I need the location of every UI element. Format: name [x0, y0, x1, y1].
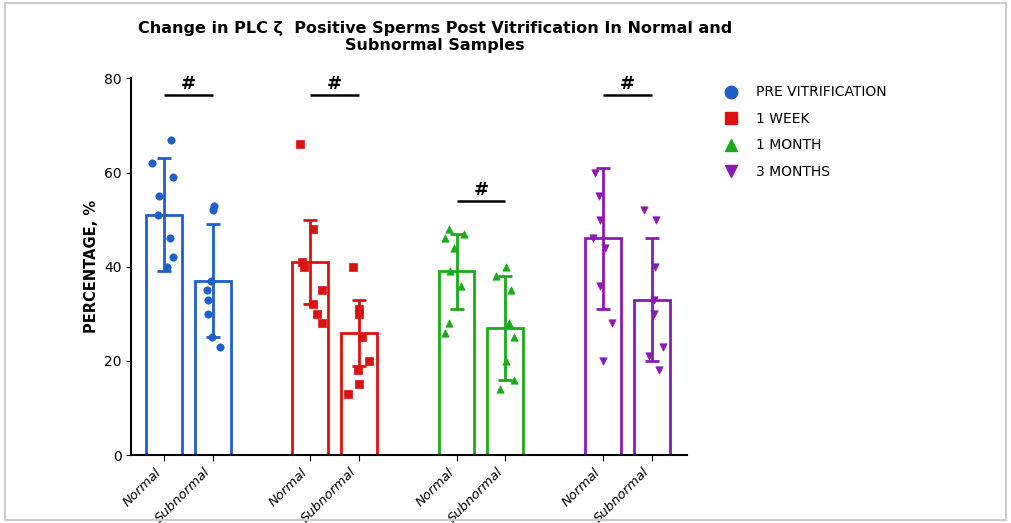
Point	[205, 206, 221, 214]
Point	[487, 272, 503, 280]
Point	[502, 286, 519, 294]
Point	[636, 206, 652, 214]
Point	[350, 366, 366, 374]
Bar	[146, 215, 182, 455]
Point	[211, 343, 227, 351]
Point	[351, 305, 367, 313]
Point	[507, 376, 523, 384]
Point	[586, 168, 603, 177]
Point	[646, 310, 662, 318]
Point	[453, 281, 469, 290]
Point	[441, 225, 457, 233]
Point	[164, 135, 180, 144]
Bar	[439, 271, 474, 455]
Point	[199, 295, 215, 304]
Bar	[341, 333, 377, 455]
Point	[456, 230, 472, 238]
Bar	[195, 281, 231, 455]
Point	[305, 225, 321, 233]
Point	[446, 244, 462, 252]
Point	[641, 352, 657, 360]
Point	[165, 253, 181, 262]
Point	[354, 333, 370, 342]
Point	[203, 277, 219, 285]
Point	[442, 267, 458, 276]
Point	[604, 319, 620, 327]
Point	[340, 390, 356, 398]
Point	[313, 286, 330, 294]
Text: #: #	[620, 75, 635, 93]
Point	[291, 140, 307, 149]
Point	[498, 263, 515, 271]
Bar	[292, 262, 329, 455]
Point	[159, 263, 175, 271]
Point	[651, 366, 667, 374]
Point	[646, 295, 662, 304]
Point	[165, 173, 181, 181]
Point	[584, 234, 601, 243]
Point	[200, 310, 216, 318]
Point	[500, 319, 517, 327]
Point	[345, 263, 361, 271]
Point	[591, 281, 608, 290]
Point	[598, 244, 614, 252]
Point	[361, 357, 377, 365]
Point	[145, 159, 161, 167]
Text: #: #	[473, 181, 488, 199]
Point	[595, 357, 612, 365]
Point	[351, 380, 367, 389]
Bar	[487, 328, 524, 455]
Point	[492, 385, 509, 393]
Point	[437, 234, 453, 243]
Point	[199, 286, 215, 294]
Point	[442, 319, 458, 327]
Point	[206, 201, 222, 210]
Bar	[634, 300, 669, 455]
Point	[309, 310, 326, 318]
Point	[590, 192, 607, 200]
Y-axis label: PERCENTAGE, %: PERCENTAGE, %	[84, 200, 98, 333]
Legend: PRE VITRIFICATION, 1 WEEK, 1 MONTH, 3 MONTHS: PRE VITRIFICATION, 1 WEEK, 1 MONTH, 3 MO…	[717, 85, 887, 179]
Text: #: #	[328, 75, 343, 93]
Point	[506, 333, 522, 342]
Point	[204, 333, 220, 342]
Point	[150, 211, 166, 219]
Point	[647, 263, 663, 271]
Point	[592, 215, 609, 224]
Point	[648, 215, 664, 224]
Text: Change in PLC ζ  Positive Sperms Post Vitrification In Normal and
Subnormal Samp: Change in PLC ζ Positive Sperms Post Vit…	[137, 21, 732, 53]
Point	[294, 258, 310, 266]
Point	[295, 263, 311, 271]
Bar	[585, 238, 621, 455]
Point	[305, 300, 321, 309]
Point	[163, 234, 179, 243]
Text: #: #	[181, 75, 196, 93]
Point	[313, 319, 330, 327]
Point	[497, 357, 514, 365]
Point	[655, 343, 671, 351]
Point	[152, 192, 168, 200]
Point	[351, 310, 367, 318]
Point	[437, 328, 453, 337]
